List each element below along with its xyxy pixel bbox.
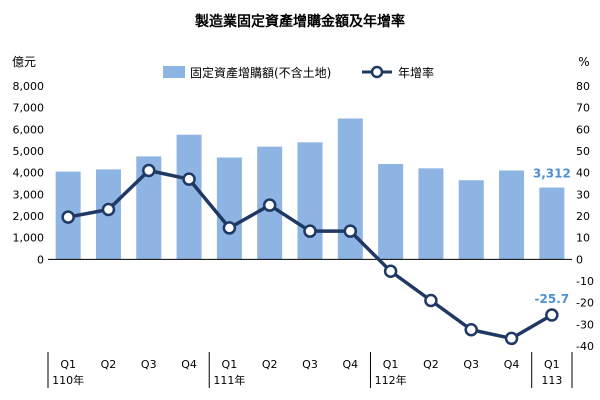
- line-point: [343, 224, 358, 238]
- right-tick-label: 20: [576, 210, 590, 223]
- left-tick-label: 0: [37, 253, 44, 266]
- left-tick-label: 7,000: [13, 102, 45, 115]
- legend-bar-swatch: [163, 66, 185, 78]
- line-point: [303, 224, 317, 238]
- legend-bar-label: 固定資產增購額(不含土地): [190, 65, 331, 80]
- chart-title: 製造業固定資產增購金額及年增率: [194, 13, 405, 30]
- left-tick-label: 5,000: [13, 145, 45, 158]
- right-tick-label: 60: [576, 123, 590, 136]
- bar: [539, 187, 565, 260]
- bar: [499, 170, 525, 260]
- x-tick-label: Q2: [423, 358, 439, 371]
- x-tick-label: Q4: [181, 358, 197, 371]
- bar: [418, 168, 444, 260]
- left-axis-unit: 億元: [12, 55, 36, 69]
- legend: 固定資產增購額(不含土地) 年增率: [163, 65, 434, 80]
- right-tick-label: 0: [576, 253, 583, 266]
- bar: [176, 134, 202, 260]
- x-tick-label: Q3: [141, 358, 157, 371]
- left-tick-label: 2,000: [13, 210, 45, 223]
- x-axis-labels: Q1 Q2 Q3 Q4 Q1 Q2 Q3 Q4 Q1 Q2 Q3 Q4 Q1 110年 111年 112年 11…: [47, 352, 573, 388]
- bar: [216, 157, 242, 260]
- data-annotations: 3,312 -25.7: [533, 167, 571, 306]
- x-tick-label: Q1: [544, 358, 560, 371]
- right-axis-unit: %: [578, 55, 589, 69]
- right-tick-label: 70: [576, 102, 590, 115]
- left-tick-label: 4,000: [13, 167, 45, 180]
- line-point: [222, 221, 237, 235]
- x-tick-label: Q2: [262, 358, 278, 371]
- bar: [378, 164, 404, 260]
- line-point: [504, 331, 519, 346]
- line-point: [101, 202, 116, 217]
- right-tick-label: -10: [576, 275, 594, 288]
- year-label: 111年: [213, 373, 245, 387]
- bar: [458, 180, 484, 260]
- left-tick-label: 3,000: [13, 188, 45, 201]
- line-point: [182, 172, 196, 186]
- x-tick-label: Q4: [504, 358, 520, 371]
- right-tick-label: 40: [576, 167, 590, 180]
- bar-series: [55, 118, 565, 260]
- data-label: -25.7: [535, 292, 570, 306]
- legend-line-marker: [370, 65, 384, 79]
- legend-line-label: 年增率: [398, 65, 434, 80]
- right-tick-label: 50: [576, 145, 590, 158]
- left-axis-ticks: 0 1,000 2,000 3,000 4,000 5,000 6,000 7,000 8,00…: [13, 80, 45, 266]
- line-point: [262, 198, 277, 212]
- bar: [297, 142, 323, 260]
- data-label: 3,312: [533, 167, 571, 181]
- right-axis-ticks: -40 -30 -20 -10 0 10 20 30 40 50 60 70 80: [576, 80, 594, 353]
- line-series: [61, 163, 559, 346]
- x-tick-label: Q1: [60, 358, 76, 371]
- line-point: [545, 308, 559, 322]
- right-tick-label: -30: [576, 318, 594, 331]
- x-tick-label: Q3: [302, 358, 318, 371]
- x-tick-label: Q3: [463, 358, 479, 371]
- x-tick-label: Q2: [101, 358, 117, 371]
- x-tick-label: Q4: [342, 358, 358, 371]
- right-tick-label: 80: [576, 80, 590, 93]
- right-tick-label: 10: [576, 232, 590, 245]
- right-tick-label: -40: [576, 340, 594, 353]
- line-point: [142, 163, 156, 178]
- x-tick-label: Q1: [222, 358, 238, 371]
- year-label: 113: [541, 374, 562, 387]
- right-tick-label: -20: [576, 297, 594, 310]
- line-point: [61, 210, 75, 224]
- right-tick-label: 30: [576, 188, 590, 201]
- line-point: [383, 264, 398, 278]
- line-point: [424, 293, 438, 308]
- year-label: 112年: [375, 373, 407, 387]
- left-tick-label: 1,000: [13, 232, 45, 245]
- line-point: [464, 323, 478, 337]
- left-tick-label: 6,000: [13, 123, 45, 136]
- year-label: 110年: [52, 373, 84, 387]
- x-tick-label: Q1: [383, 358, 399, 371]
- left-tick-label: 8,000: [13, 80, 45, 93]
